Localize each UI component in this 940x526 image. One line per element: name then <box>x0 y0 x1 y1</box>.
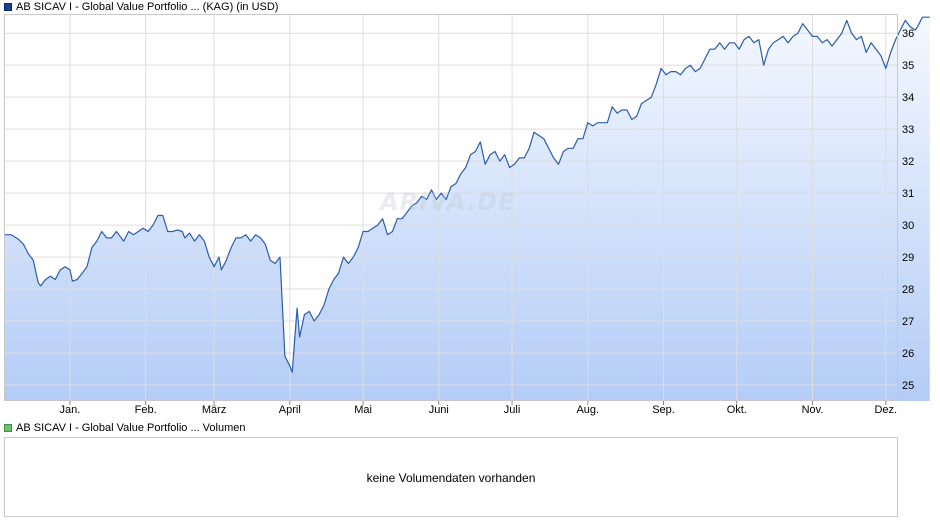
volume-panel: keine Volumendaten vorhanden <box>4 437 898 517</box>
y-tick-label: 26 <box>902 348 914 360</box>
plot-frame <box>4 14 898 401</box>
legend-price: AB SICAV I - Global Value Portfolio ... … <box>4 0 278 14</box>
y-tick-label: 34 <box>902 92 914 104</box>
x-tick-label: April <box>279 404 301 416</box>
x-tick-label: Mai <box>354 404 372 416</box>
x-tick-label: März <box>202 404 226 416</box>
x-tick-label: Okt. <box>727 404 747 416</box>
y-tick-label: 32 <box>902 156 914 168</box>
legend-volume-swatch <box>4 424 12 432</box>
legend-price-swatch <box>4 3 12 11</box>
y-tick-label: 33 <box>902 124 914 136</box>
price-line <box>4 16 930 373</box>
legend-volume-label: AB SICAV I - Global Value Portfolio ... … <box>16 422 246 434</box>
price-area-fill <box>4 17 930 401</box>
x-tick-label: Juli <box>504 404 521 416</box>
x-tick-label: Jan. <box>60 404 81 416</box>
x-tick-label: Dez. <box>874 404 897 416</box>
x-tick-label: Sep. <box>652 404 675 416</box>
y-tick-label: 28 <box>902 284 914 296</box>
volume-message: keine Volumendaten vorhanden <box>366 471 536 485</box>
y-tick-label: 30 <box>902 220 914 232</box>
legend-volume: AB SICAV I - Global Value Portfolio ... … <box>4 421 245 435</box>
y-tick-label: 29 <box>902 252 914 264</box>
y-tick-label: 36 <box>902 28 914 40</box>
price-chart: 25 26 27 28 29 30 31 32 33 34 35 36 Jan. Feb. März Apri… <box>4 14 930 416</box>
x-tick-label: Juni <box>429 404 449 416</box>
y-tick-label: 27 <box>902 316 914 328</box>
x-tick-label: Nov. <box>802 404 824 416</box>
x-tick-label: Aug. <box>576 404 599 416</box>
y-tick-label: 25 <box>902 380 914 392</box>
legend-price-label: AB SICAV I - Global Value Portfolio ... … <box>16 1 279 13</box>
y-tick-label: 31 <box>902 188 914 200</box>
x-tick-label: Feb. <box>135 404 157 416</box>
watermark-logo: ARIVA.DE <box>380 188 516 216</box>
y-tick-label: 35 <box>902 60 914 72</box>
